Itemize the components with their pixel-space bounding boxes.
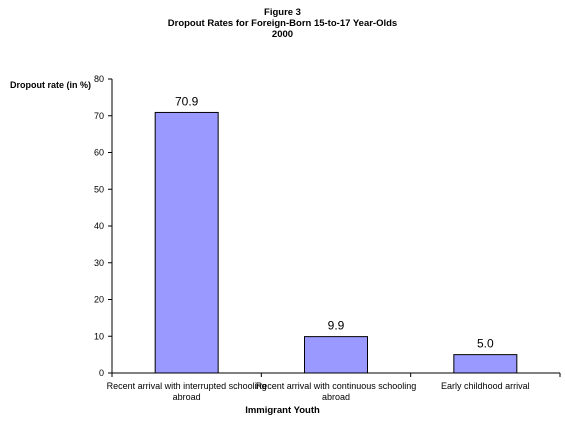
x-category-label: Recent arrival with interrupted schoolin… <box>106 381 267 402</box>
data-label: 5.0 <box>477 337 494 351</box>
x-category-label: Early childhood arrival <box>441 381 530 391</box>
y-tick-label: 40 <box>94 221 104 231</box>
y-axis-label: Dropout rate (in %) <box>10 80 91 90</box>
data-label: 9.9 <box>328 319 345 333</box>
bar <box>453 354 518 374</box>
y-tick-label: 10 <box>94 331 104 341</box>
y-tick-label: 20 <box>94 295 104 305</box>
y-tick-label: 0 <box>99 368 104 378</box>
x-axis-label: Immigrant Youth <box>245 405 320 416</box>
y-tick-label: 60 <box>94 148 104 158</box>
y-tick-label: 70 <box>94 111 104 121</box>
bar <box>304 336 368 374</box>
data-label: 70.9 <box>175 94 199 108</box>
y-tick-label: 30 <box>94 258 104 268</box>
chart-title-line-2: Dropout Rates for Foreign-Born 15-to-17 … <box>167 18 398 29</box>
y-tick-label: 80 <box>94 74 104 84</box>
chart-title-line-1: Figure 3 <box>264 7 301 18</box>
y-tick-label: 50 <box>94 184 104 194</box>
chart-title-line-3: 2000 <box>271 29 294 40</box>
x-category-label: Recent arrival with continuous schooling… <box>255 381 417 402</box>
bar <box>154 111 219 374</box>
